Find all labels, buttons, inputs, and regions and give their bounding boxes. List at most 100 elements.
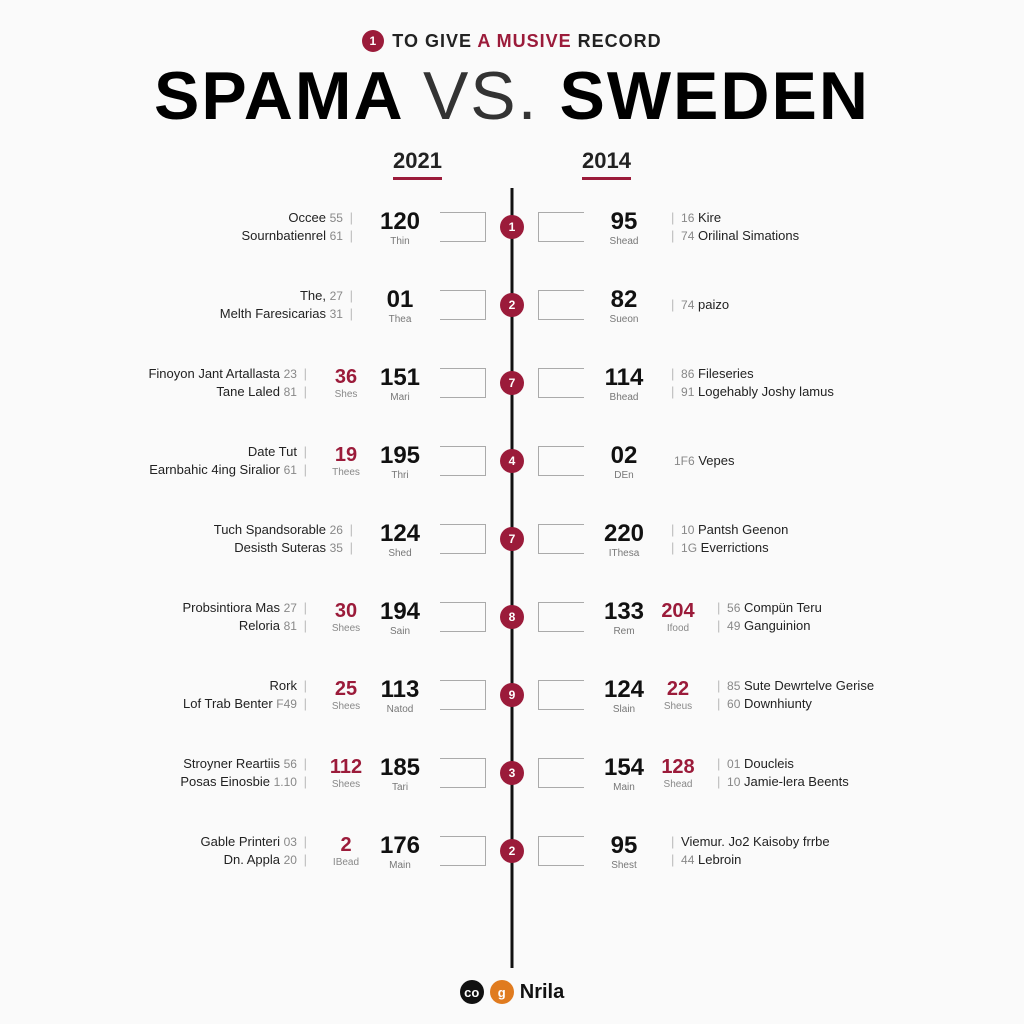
row-left-info: Date Tut |Earnbahic 4ing Siralior 61 | <box>149 443 310 478</box>
row-right-score: 02DEn <box>596 442 652 481</box>
bracket-icon <box>538 602 584 632</box>
row-left-stat: 36Shes <box>326 366 366 400</box>
row-left-info: Gable Printeri 03 |Dn. Appla 20 | <box>201 833 310 868</box>
bracket-icon <box>538 680 584 710</box>
row-right-score: 82Sueon <box>596 286 652 325</box>
row-left-info: The, 27 |Melth Faresicarias 31 | <box>220 287 356 322</box>
row-right-score: 220IThesa <box>596 520 652 559</box>
row-right-score: 124Slain <box>596 676 652 715</box>
row-left: Tuch Spandsorable 26 |Desisth Suteras 35… <box>40 500 512 578</box>
tagline-prefix: TO GIVE <box>392 31 477 51</box>
page-title: SPAMA VS. SWEDEN <box>40 62 984 130</box>
bracket-icon <box>538 524 584 554</box>
row-left-score: 185Tari <box>372 754 428 793</box>
row-right: 220IThesa | 10 Pantsh Geenon| 1G Everrict… <box>512 500 984 578</box>
year-header: 2021 2014 <box>40 148 984 180</box>
bracket-icon <box>538 446 584 476</box>
title-left: SPAMA <box>154 58 402 134</box>
row-left-info: Stroyner Reartiis 56 |Posas Einosbie 1.1… <box>180 755 310 790</box>
timeline-marker: 2 <box>500 293 524 317</box>
timeline-marker: 1 <box>500 215 524 239</box>
row-left-score: 01Thea <box>372 286 428 325</box>
title-vs: VS. <box>423 58 539 134</box>
row-right-score: 133Rem <box>596 598 652 637</box>
row-left-info: Occee 55 |Sournbatienrel 61 | <box>241 209 356 244</box>
row-right-stat: 204Ifood <box>658 600 698 634</box>
row-left-score: 120Thin <box>372 208 428 247</box>
bracket-icon <box>440 836 486 866</box>
row-left-stat: 30Shees <box>326 600 366 634</box>
year-right: 2014 <box>582 148 631 180</box>
bracket-icon <box>440 602 486 632</box>
row-left: Date Tut |Earnbahic 4ing Siralior 61 | 19… <box>40 422 512 500</box>
row-right-info: | 10 Pantsh Geenon| 1G Everrictions <box>668 521 788 556</box>
row-right-info: | 01 Doucleis| 10 Jamie-lera Beents <box>714 755 849 790</box>
row-left-score: 194Sain <box>372 598 428 637</box>
row-right-info: | Viemur. Jo2 Kaisoby frrbe| 44 Lebroin <box>668 833 830 868</box>
row-left: Rork |Lof Trab Benter F49 | 25Shees113Nat… <box>40 656 512 734</box>
timeline-row: 2 The, 27 |Melth Faresicarias 31 | 01Thea 8… <box>40 266 984 344</box>
bracket-icon <box>538 368 584 398</box>
row-right-info: | 74 paizo <box>668 296 729 314</box>
timeline-row: 2 Gable Printeri 03 |Dn. Appla 20 | 2IBead… <box>40 812 984 890</box>
row-left-score: 113Natod <box>372 676 428 715</box>
row-left-info: Rork |Lof Trab Benter F49 | <box>183 677 310 712</box>
row-left-stat: 112Shees <box>326 756 366 790</box>
timeline-row: 4 Date Tut |Earnbahic 4ing Siralior 61 | 1… <box>40 422 984 500</box>
timeline-marker: 7 <box>500 527 524 551</box>
bracket-icon <box>440 446 486 476</box>
timeline-row: 8Probsintiora Mas 27 |Reloria 81 |30Shee… <box>40 578 984 656</box>
tagline-badge: 1 <box>362 30 384 52</box>
row-right: 154Main128Shead| 01 Doucleis| 10 Jamie-l… <box>512 734 984 812</box>
tagline-highlight: A MUSIVE <box>477 31 571 51</box>
row-left-score: 176Main <box>372 832 428 871</box>
year-left: 2021 <box>393 148 442 180</box>
row-left-stat: 25Shees <box>326 678 366 712</box>
bracket-icon <box>538 758 584 788</box>
tagline: 1 TO GIVE A MUSIVE RECORD <box>40 30 984 52</box>
timeline-row: 7 Tuch Spandsorable 26 |Desisth Suteras 3… <box>40 500 984 578</box>
timeline-marker: 2 <box>500 839 524 863</box>
row-right: 114Bhead | 86 Fileseries| 91 Logehably Jo… <box>512 344 984 422</box>
bracket-icon <box>440 758 486 788</box>
bracket-icon <box>440 368 486 398</box>
row-left-score: 195Thri <box>372 442 428 481</box>
row-right-score: 114Bhead <box>596 364 652 403</box>
timeline-marker: 3 <box>500 761 524 785</box>
row-left-score: 124Shed <box>372 520 428 559</box>
row-left-info: Tuch Spandsorable 26 |Desisth Suteras 35… <box>214 521 356 556</box>
row-left: Stroyner Reartiis 56 |Posas Einosbie 1.1… <box>40 734 512 812</box>
row-left-info: Finoyon Jant Artallasta 23 |Tane Laled 8… <box>148 365 310 400</box>
timeline-marker: 7 <box>500 371 524 395</box>
timeline: 1 Occee 55 |Sournbatienrel 61 | 120Thin 95S… <box>40 188 984 968</box>
row-right: 95Shest | Viemur. Jo2 Kaisoby frrbe| 44 L… <box>512 812 984 890</box>
bracket-icon <box>440 212 486 242</box>
timeline-row: 3 Stroyner Reartiis 56 |Posas Einosbie 1.… <box>40 734 984 812</box>
bracket-icon <box>440 524 486 554</box>
timeline-marker: 4 <box>500 449 524 473</box>
row-right-stat: 128Shead <box>658 756 698 790</box>
row-right-stat: 22Sheus <box>658 678 698 712</box>
title-right: SWEDEN <box>559 58 869 134</box>
timeline-marker: 9 <box>500 683 524 707</box>
row-right: 95Shead| 16 Kire| 74 Orilinal Simations <box>512 188 984 266</box>
row-right-info: | 86 Fileseries| 91 Logehably Joshy lamu… <box>668 365 834 400</box>
row-left-stat: 19Thees <box>326 444 366 478</box>
footer-brand: co g Nrila <box>40 968 984 1004</box>
row-left: The, 27 |Melth Faresicarias 31 | 01Thea <box>40 266 512 344</box>
row-right-info: 1F6 Vepes <box>668 452 734 470</box>
row-right-score: 95Shest <box>596 832 652 871</box>
footer-dot-1: co <box>460 980 484 1004</box>
row-right-score: 95Shead <box>596 208 652 247</box>
row-left-stat: 2IBead <box>326 834 366 868</box>
row-left: Finoyon Jant Artallasta 23 |Tane Laled 8… <box>40 344 512 422</box>
row-right-info: | 85 Sute Dewrtelve Gerise| 60 Downhiunt… <box>714 677 874 712</box>
timeline-row: 1 Occee 55 |Sournbatienrel 61 | 120Thin 95S… <box>40 188 984 266</box>
row-left: Occee 55 |Sournbatienrel 61 | 120Thin <box>40 188 512 266</box>
tagline-suffix: RECORD <box>572 31 662 51</box>
bracket-icon <box>440 680 486 710</box>
bracket-icon <box>440 290 486 320</box>
footer-dot-2: g <box>490 980 514 1004</box>
bracket-icon <box>538 290 584 320</box>
row-left-score: 151Mari <box>372 364 428 403</box>
